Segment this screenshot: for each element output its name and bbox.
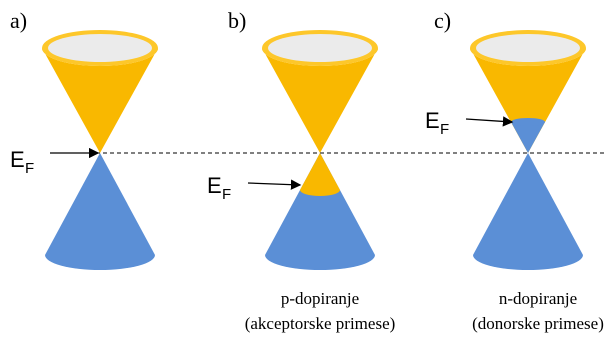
ef-label: E xyxy=(425,108,440,133)
ef-subscript: F xyxy=(25,160,34,177)
ef-subscript: F xyxy=(222,186,231,203)
ef-arrow xyxy=(248,183,300,185)
caption: p-dopiranje xyxy=(281,289,359,308)
ef-label: E xyxy=(207,173,222,198)
cone-b xyxy=(262,30,378,270)
panel-label: a) xyxy=(10,8,27,33)
caption: n-dopiranje xyxy=(499,289,577,308)
caption: (akceptorske primese) xyxy=(245,314,396,333)
panel-label: c) xyxy=(434,8,451,33)
panel-label: b) xyxy=(228,8,246,33)
cone-c xyxy=(470,30,586,270)
cone-a xyxy=(42,30,158,270)
ef-label: E xyxy=(10,147,25,172)
ef-subscript: F xyxy=(440,121,449,138)
ef-arrow xyxy=(466,119,512,122)
diagram: a) b) c) E F E F E F p-dopiranje (akcept… xyxy=(0,0,610,341)
caption: (donorske primese) xyxy=(472,314,604,333)
